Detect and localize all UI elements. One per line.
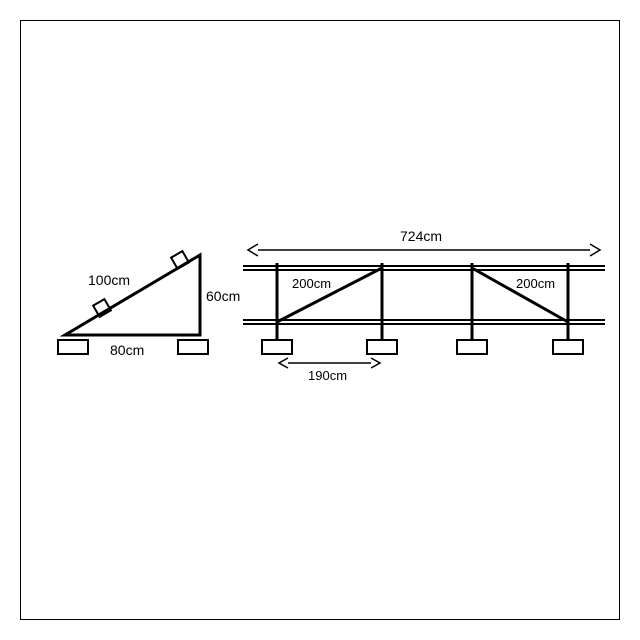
frame-top-dim-label: 724cm — [400, 228, 442, 244]
frame-span-label: 190cm — [308, 368, 347, 383]
diagram-canvas: 100cm 60cm 80cm — [0, 0, 640, 640]
frame-front-view — [0, 0, 640, 640]
frame-brace-right-label: 200cm — [516, 276, 555, 291]
frame-brace-left-label: 200cm — [292, 276, 331, 291]
